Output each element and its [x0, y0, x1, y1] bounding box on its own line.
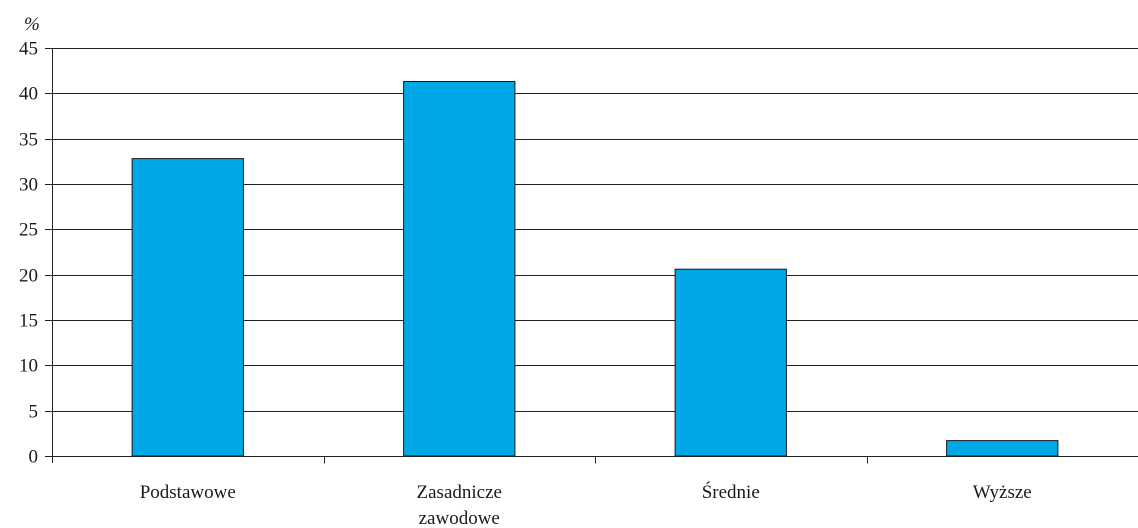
bar-1 [403, 81, 516, 457]
bars [131, 81, 1059, 457]
y-tick-label: 15 [19, 311, 38, 332]
bar-2 [674, 268, 787, 457]
bar-3 [946, 440, 1059, 457]
bar-0 [131, 158, 244, 457]
y-tick-label: 25 [19, 220, 38, 241]
x-category-label: Średnie [702, 481, 760, 503]
x-category-label: Zasadnicze zawodowe [417, 482, 502, 528]
y-axis-unit-label: % [24, 14, 40, 35]
x-category-label: Wyższe [973, 482, 1032, 503]
y-tick-label: 20 [19, 266, 38, 287]
y-tick-label: 40 [19, 84, 38, 105]
y-tick-label: 0 [29, 447, 39, 468]
axes [45, 48, 1138, 464]
y-tick-label: 35 [19, 130, 38, 151]
x-category-label: Podstawowe [140, 482, 236, 503]
labels: 0 5 10 15 20 25 30 35 40 45 Podstawowe Zasadnicze za… [19, 14, 1032, 528]
y-tick-label: 5 [29, 402, 39, 423]
y-tick-label: 45 [19, 39, 38, 60]
y-tick-label: 30 [19, 175, 38, 196]
y-tick-label: 10 [19, 356, 38, 377]
